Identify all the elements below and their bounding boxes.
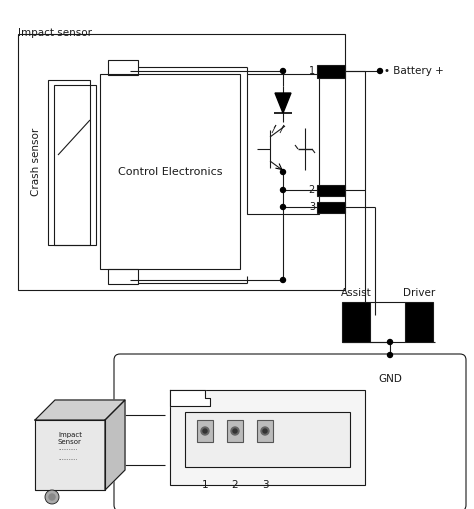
Bar <box>257 420 273 442</box>
Polygon shape <box>35 420 105 490</box>
Polygon shape <box>170 390 210 406</box>
Text: Assist: Assist <box>341 288 371 298</box>
Text: ...........: ........... <box>58 445 77 450</box>
Circle shape <box>231 427 239 435</box>
Text: Impact sensor: Impact sensor <box>18 28 92 38</box>
Text: 3: 3 <box>309 202 315 212</box>
FancyBboxPatch shape <box>114 354 466 509</box>
Text: Crash sensor: Crash sensor <box>31 128 41 196</box>
Circle shape <box>49 494 55 500</box>
Text: Control Electronics: Control Electronics <box>118 167 222 177</box>
Circle shape <box>233 429 237 433</box>
Text: 1: 1 <box>202 480 208 490</box>
Bar <box>197 420 213 442</box>
Text: 3: 3 <box>262 480 268 490</box>
Bar <box>317 65 345 78</box>
Text: GND: GND <box>378 374 402 384</box>
Polygon shape <box>35 400 125 420</box>
Bar <box>170 390 365 485</box>
Bar <box>18 34 345 290</box>
Text: Driver: Driver <box>403 288 435 298</box>
Polygon shape <box>275 93 291 113</box>
Bar <box>108 60 138 75</box>
Bar <box>405 302 433 342</box>
Circle shape <box>261 427 269 435</box>
Circle shape <box>377 69 383 73</box>
Circle shape <box>281 169 285 175</box>
Circle shape <box>263 429 267 433</box>
Text: Sensor: Sensor <box>58 439 82 445</box>
Text: 2: 2 <box>309 185 315 195</box>
Circle shape <box>388 340 392 345</box>
Circle shape <box>388 353 392 357</box>
Bar <box>247 74 319 214</box>
Bar <box>342 302 370 342</box>
Text: 2: 2 <box>232 480 238 490</box>
Bar <box>185 412 350 467</box>
Bar <box>227 420 243 442</box>
Bar <box>108 269 138 284</box>
Text: • Battery +: • Battery + <box>384 66 444 76</box>
Bar <box>48 80 90 245</box>
Circle shape <box>281 205 285 210</box>
Text: 1: 1 <box>309 66 315 76</box>
Bar <box>317 202 345 213</box>
Circle shape <box>201 427 209 435</box>
Bar <box>317 185 345 196</box>
Bar <box>100 74 240 269</box>
Polygon shape <box>105 400 125 490</box>
Circle shape <box>203 429 207 433</box>
Circle shape <box>45 490 59 504</box>
Text: ...........: ........... <box>58 456 77 461</box>
Circle shape <box>281 69 285 73</box>
Bar <box>54 85 96 245</box>
Text: Impact: Impact <box>58 432 82 438</box>
Circle shape <box>281 187 285 192</box>
Circle shape <box>281 277 285 282</box>
